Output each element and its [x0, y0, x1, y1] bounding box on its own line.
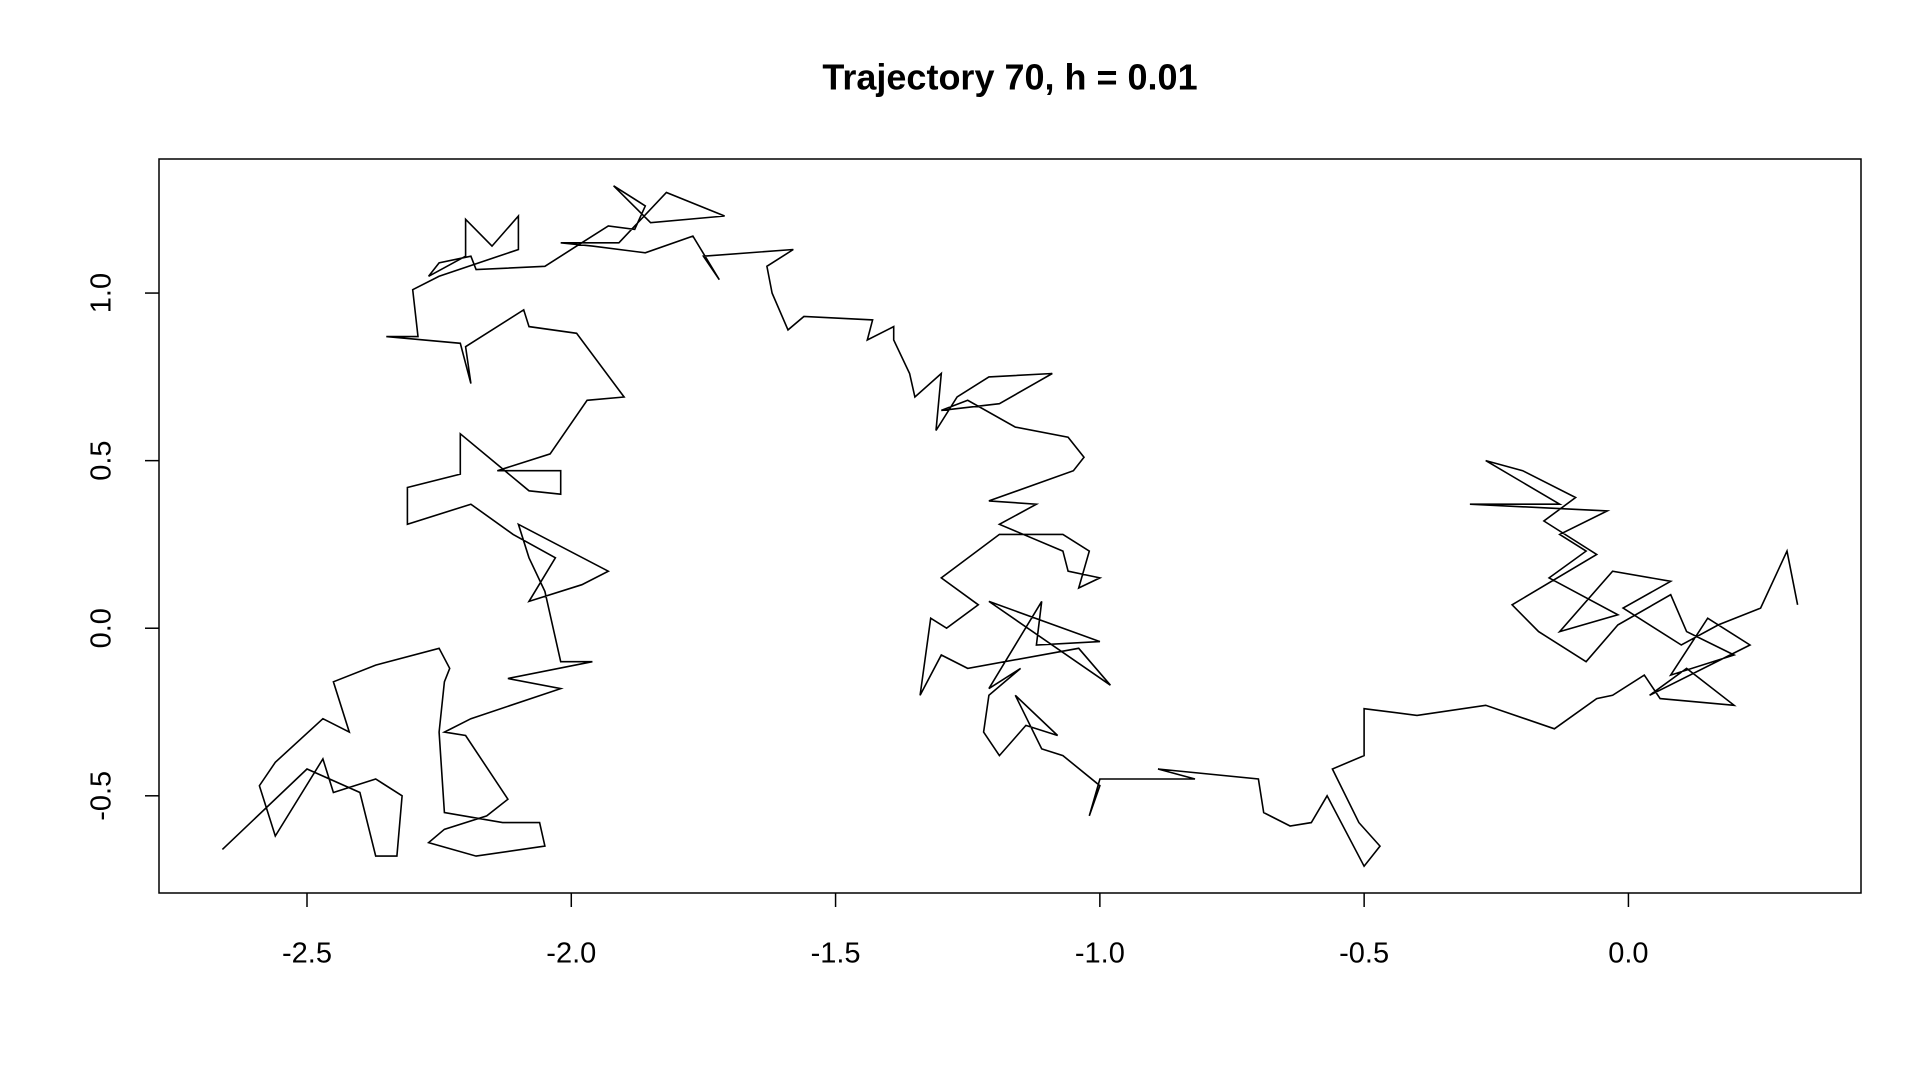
chart-title: Trajectory 70, h = 0.01: [822, 57, 1197, 98]
y-tick-label: 0.5: [86, 440, 118, 480]
y-tick-label: 0.0: [86, 608, 118, 648]
x-tick-label: -0.5: [1339, 938, 1389, 970]
x-tick-label: 0.0: [1608, 938, 1648, 970]
y-tick-label: -0.5: [86, 771, 118, 821]
x-tick-label: -2.0: [546, 938, 596, 970]
trajectory-line: [221, 185, 1799, 868]
x-tick-label: -2.5: [282, 938, 332, 970]
y-tick-label: 1.0: [86, 273, 118, 313]
x-tick-label: -1.5: [811, 938, 861, 970]
x-tick-label: -1.0: [1075, 938, 1125, 970]
plot-frame: [158, 158, 1862, 894]
